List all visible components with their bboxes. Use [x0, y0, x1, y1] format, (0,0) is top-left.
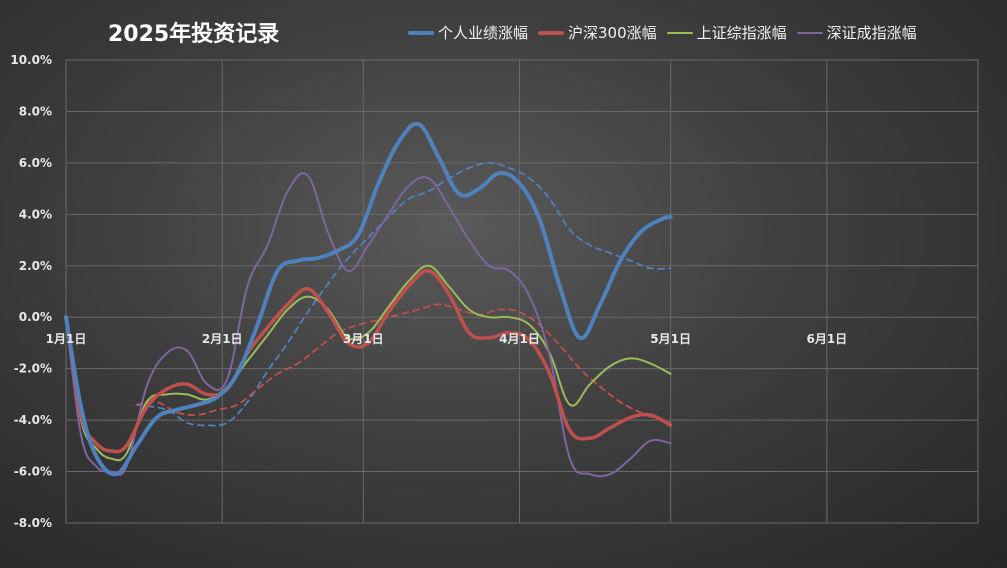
legend-label-hs300: 沪深300涨幅 — [568, 24, 657, 42]
y-tick-label: 10.0% — [10, 53, 52, 67]
legend-swatch-szse — [796, 31, 823, 34]
legend-item-hs300: 沪深300涨幅 — [538, 22, 657, 43]
legend-label-personal: 个人业绩涨幅 — [438, 24, 529, 42]
x-tick-label: 3月1日 — [343, 332, 384, 346]
x-tick-label: 2月1日 — [202, 332, 243, 346]
legend-swatch-sse — [666, 31, 693, 34]
series-szse — [65, 172, 672, 478]
series-personal — [64, 121, 673, 477]
label-layer: -8.0% -6.0% -4.0% -2.0% 0.0% 2.0% 4.0% 6.0% 8.0%… — [10, 53, 847, 530]
plot-border — [65, 59, 979, 524]
legend-item-sse: 上证综指涨幅 — [666, 22, 787, 43]
legend-label-szse: 深证成指涨幅 — [826, 24, 917, 42]
y-tick-label: -6.0% — [14, 465, 52, 479]
legend-item-szse: 深证成指涨幅 — [796, 22, 917, 43]
y-tick-label: -4.0% — [14, 413, 52, 427]
x-tick-label: 6月1日 — [806, 332, 847, 346]
legend: 个人业绩涨幅 沪深300涨幅 上证综指涨幅 深证成指涨幅 — [408, 22, 917, 43]
x-tick-label: 1月1日 — [46, 332, 87, 346]
chart-title: 2025年投资记录 — [108, 22, 280, 47]
series-sse — [65, 264, 672, 462]
legend-swatch-personal — [408, 30, 434, 35]
legend-item-personal: 个人业绩涨幅 — [408, 22, 528, 43]
x-tick-label: 4月1日 — [499, 332, 540, 346]
grid-layer — [65, 59, 979, 524]
y-tick-label: -2.0% — [14, 362, 52, 376]
y-tick-label: 6.0% — [19, 156, 52, 170]
legend-label-sse: 上证综指涨幅 — [696, 24, 787, 42]
series-hs300 — [64, 269, 673, 454]
series-hs300-trend — [135, 303, 672, 424]
y-tick-label: -8.0% — [14, 516, 52, 530]
y-tick-label: 2.0% — [19, 259, 52, 273]
y-tick-label: 4.0% — [19, 207, 52, 221]
series-layer — [64, 121, 673, 478]
x-tick-label: 5月1日 — [650, 332, 691, 346]
y-tick-label: 8.0% — [19, 104, 52, 118]
y-tick-label: 0.0% — [19, 310, 52, 324]
legend-swatch-hs300 — [538, 30, 565, 35]
series-personal-trend — [135, 162, 672, 427]
